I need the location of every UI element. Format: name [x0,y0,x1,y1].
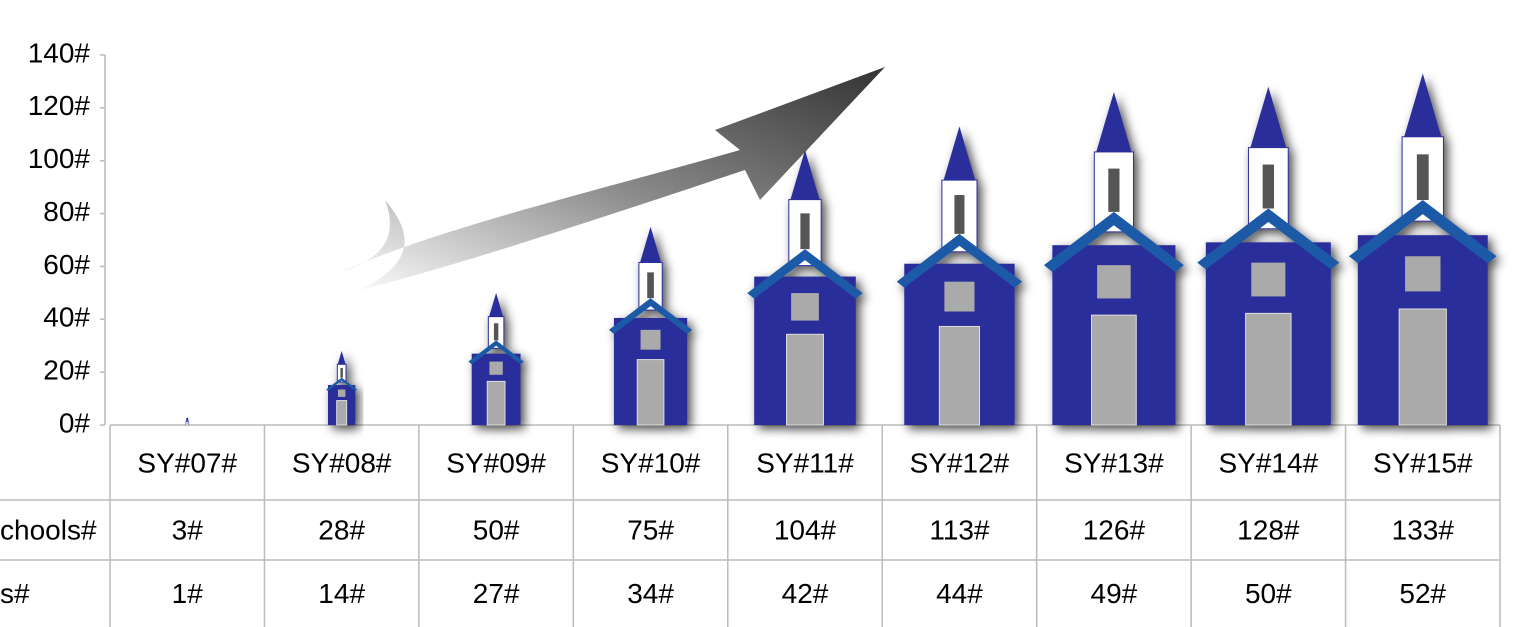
window [641,330,661,350]
table-cell: 113# [929,514,990,545]
table-cell: 50# [473,514,520,545]
window [944,282,974,312]
schoolhouse [186,417,189,425]
table-cell: 44# [936,578,983,609]
bell [954,195,964,234]
schoolhouse [326,351,357,425]
bell [1263,165,1274,209]
window [489,362,502,375]
y-tick-label: 0# [59,407,91,438]
y-tick-label: 20# [43,355,90,386]
table-cell: 52# [1399,578,1446,609]
door [787,334,824,425]
table-cell: 126# [1083,514,1146,545]
table-cell: 75# [627,514,674,545]
y-tick-label: 120# [28,90,91,121]
x-tick-label: SY#13# [1064,447,1164,478]
x-tick-label: SY#15# [1373,447,1473,478]
table-cell: 28# [318,514,365,545]
table-cell: 128# [1237,514,1300,545]
window [1251,263,1285,297]
steeple [1402,74,1443,144]
window [791,293,819,320]
steeple [337,351,346,366]
x-tick-label: SY#12# [910,447,1010,478]
y-tick-label: 100# [28,143,91,174]
schoolhouse [468,293,523,425]
table-cell: 104# [774,514,837,545]
schoolhouse [1044,92,1184,425]
table-cell: 34# [627,578,674,609]
door [337,401,347,425]
table-cell: 42# [782,578,829,609]
steeple [639,227,662,267]
table-cell: 3# [172,514,204,545]
table-cell: 49# [1091,578,1138,609]
schoolhouse [1349,74,1497,426]
steeple [1248,87,1288,155]
bell [340,368,342,378]
x-tick-label: SY#10# [601,447,701,478]
x-tick-label: SY#08# [292,447,392,478]
bell [1108,169,1119,212]
y-tick-label: 40# [43,302,90,333]
steeple [488,293,504,319]
door [637,360,664,425]
door [487,381,505,425]
door [939,326,979,425]
row-label: s# [0,578,30,609]
row-label: chools# [0,514,97,545]
steeple [942,126,977,186]
door [1399,309,1446,425]
x-tick-label: SY#09# [446,447,546,478]
x-tick-label: SY#14# [1219,447,1319,478]
window [1405,256,1440,291]
window [338,389,345,396]
table-cell: 27# [473,578,520,609]
x-tick-label: SY#07# [137,447,237,478]
window [1097,265,1131,298]
door [187,422,188,425]
y-tick-label: 140# [28,37,91,68]
chart: 0# 20# 40# 60# 80# 100# 120# 140# SY#07# 3# 1# SY#0… [0,0,1523,627]
x-tick-label: SY#11# [756,447,854,478]
window [187,421,188,422]
table-cell: 14# [318,578,365,609]
bell [1417,154,1429,200]
door [1092,315,1137,425]
bell [647,272,654,298]
y-tick-label: 60# [43,249,90,280]
steeple [1094,92,1133,159]
schoolhouse [609,227,692,425]
bell [494,323,498,340]
door [1246,313,1291,425]
y-tick-label: 80# [43,196,90,227]
schoolhouse [897,126,1022,425]
schoolhouse [1197,87,1339,425]
bell [800,213,809,249]
table-cell: 133# [1392,514,1455,545]
table-cell: 1# [172,578,204,609]
table-cell: 50# [1245,578,1292,609]
